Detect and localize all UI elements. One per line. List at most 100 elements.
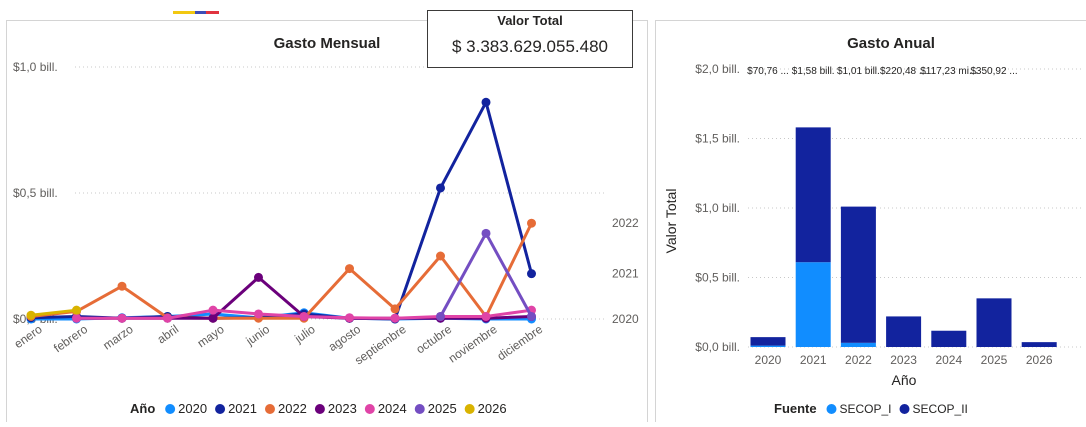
legend-marker-2023 [314, 404, 325, 414]
x-tick-label: diciembre [495, 322, 546, 363]
x-tick-label: septiembre [352, 322, 409, 368]
legend-marker-SECOP_II [899, 404, 910, 414]
y-axis-title: Valor Total [663, 189, 679, 254]
legend-marker-2024 [364, 404, 375, 414]
bar-SECOP_II [931, 330, 967, 347]
legend-label: 2023 [328, 401, 357, 416]
bar-SECOP_II [750, 337, 786, 346]
data-point-2026 [72, 305, 81, 315]
data-point-2024 [254, 309, 263, 319]
gasto-mensual-chart: Gasto Mensual$1,0 bill.$0,5 bill.$0,0 bi… [12, 35, 639, 416]
bar-SECOP_II [976, 298, 1012, 347]
legend-marker-2020 [165, 404, 176, 414]
x-tick-label: 2021 [800, 353, 827, 367]
x-tick-label: enero [12, 322, 45, 351]
data-point-2022 [345, 264, 354, 274]
legend-label: 2020 [178, 401, 207, 416]
accent-bar-red [206, 11, 219, 14]
data-point-2023 [208, 313, 218, 323]
data-point-2021 [527, 269, 536, 279]
x-tick-label: julio [291, 322, 318, 346]
x-tick-label: febrero [51, 322, 90, 355]
data-point-2022 [436, 251, 445, 261]
total-label: $1,01 bill. [837, 66, 880, 77]
legend-marker-2025 [414, 404, 425, 414]
legend-marker-2022 [264, 404, 275, 414]
data-point-2022 [390, 304, 400, 314]
valor-total-value: $ 3.383.629.055.480 [452, 37, 608, 56]
gasto-anual-chart: Gasto Anual $2,0 bill. $1,5 bill. $1,0 bill… [663, 35, 1084, 416]
y-tick-label: $0,5 bill. [695, 271, 740, 285]
series-end-label: 2020 [612, 312, 639, 326]
legend-label: SECOP_II [913, 402, 968, 416]
legend-label: SECOP_I [839, 402, 891, 416]
y-tick-label: $2,0 bill. [695, 62, 740, 76]
valor-total-title: Valor Total [497, 13, 563, 28]
gasto-anual-panel: Gasto Anual $2,0 bill. $1,5 bill. $1,0 bill… [655, 20, 1086, 422]
legend-label: 2026 [478, 401, 507, 416]
data-point-2025 [481, 228, 491, 238]
data-point-2022 [527, 218, 536, 228]
data-point-2024 [72, 313, 81, 323]
data-point-2024 [299, 311, 309, 321]
x-tick-label: agosto [326, 322, 364, 354]
legend-title: Año [130, 401, 155, 416]
total-label: $117,23 mi... [920, 66, 977, 77]
x-tick-label: abril [155, 322, 182, 346]
x-tick-label: 2023 [890, 353, 917, 367]
legend-label: 2025 [428, 401, 457, 416]
data-point-2024 [345, 313, 354, 323]
chart-title: Gasto Mensual [274, 35, 381, 52]
data-point-2024 [481, 311, 491, 321]
total-label: $350,92 ... [970, 66, 1017, 77]
bar-SECOP_II [840, 206, 876, 343]
bar-SECOP_I [795, 262, 831, 347]
x-tick-label: 2026 [1026, 353, 1053, 367]
total-label: $220,48 ... [880, 66, 927, 77]
data-point-2022 [117, 281, 127, 291]
bar-SECOP_I [840, 342, 876, 347]
x-tick-label: 2024 [935, 353, 962, 367]
legend-title: Fuente [774, 401, 817, 416]
legend-label: 2021 [228, 401, 257, 416]
data-point-2024 [208, 305, 218, 315]
total-label: $70,76 ... [747, 66, 789, 77]
x-axis-title: Año [892, 372, 917, 388]
total-label: $1,58 bill. [792, 66, 835, 77]
x-tick-label: 2025 [981, 353, 1008, 367]
y-tick-label: $1,5 bill. [695, 132, 740, 146]
accent-bar-yellow [173, 11, 195, 14]
bar-SECOP_II [1021, 342, 1057, 347]
series-end-label: 2021 [612, 267, 639, 281]
x-tick-label: 2022 [845, 353, 872, 367]
data-point-2024 [390, 313, 400, 323]
bar-SECOP_II [795, 127, 831, 263]
legend-marker-2021 [215, 404, 226, 414]
y-tick-label: $1,0 bill. [695, 201, 740, 215]
x-tick-label: 2020 [755, 353, 782, 367]
data-point-2021 [481, 97, 491, 107]
x-tick-label: marzo [100, 322, 136, 353]
x-tick-label: mayo [195, 322, 227, 350]
data-point-2023 [254, 272, 263, 282]
gasto-mensual-panel: Gasto Mensual $1,0 bill. $0,5 bill. $0,0 bi… [6, 20, 648, 422]
series-line-2026 [30, 308, 77, 317]
x-tick-label: junio [243, 322, 273, 349]
x-tick-label: noviembre [446, 322, 500, 366]
data-point-2024 [117, 313, 127, 323]
series-line-2022 [30, 222, 533, 320]
data-point-2021 [436, 183, 445, 193]
y-tick-label: $0,0 bill. [695, 340, 740, 354]
legend-label: 2024 [378, 401, 407, 416]
bar-SECOP_II [886, 316, 922, 347]
series-end-label: 2022 [612, 216, 639, 230]
chart-title: Gasto Anual [847, 35, 935, 52]
valor-total-card: Valor Total $ 3.383.629.055.480 [427, 10, 633, 68]
data-point-2025 [436, 311, 445, 321]
legend-marker-SECOP_I [826, 404, 837, 414]
y-tick-label: $1,0 bill. [13, 60, 58, 74]
y-tick-label: $0,5 bill. [13, 186, 58, 200]
bar-SECOP_I [750, 345, 786, 347]
data-point-2026 [26, 310, 36, 320]
data-point-2024 [163, 313, 172, 323]
